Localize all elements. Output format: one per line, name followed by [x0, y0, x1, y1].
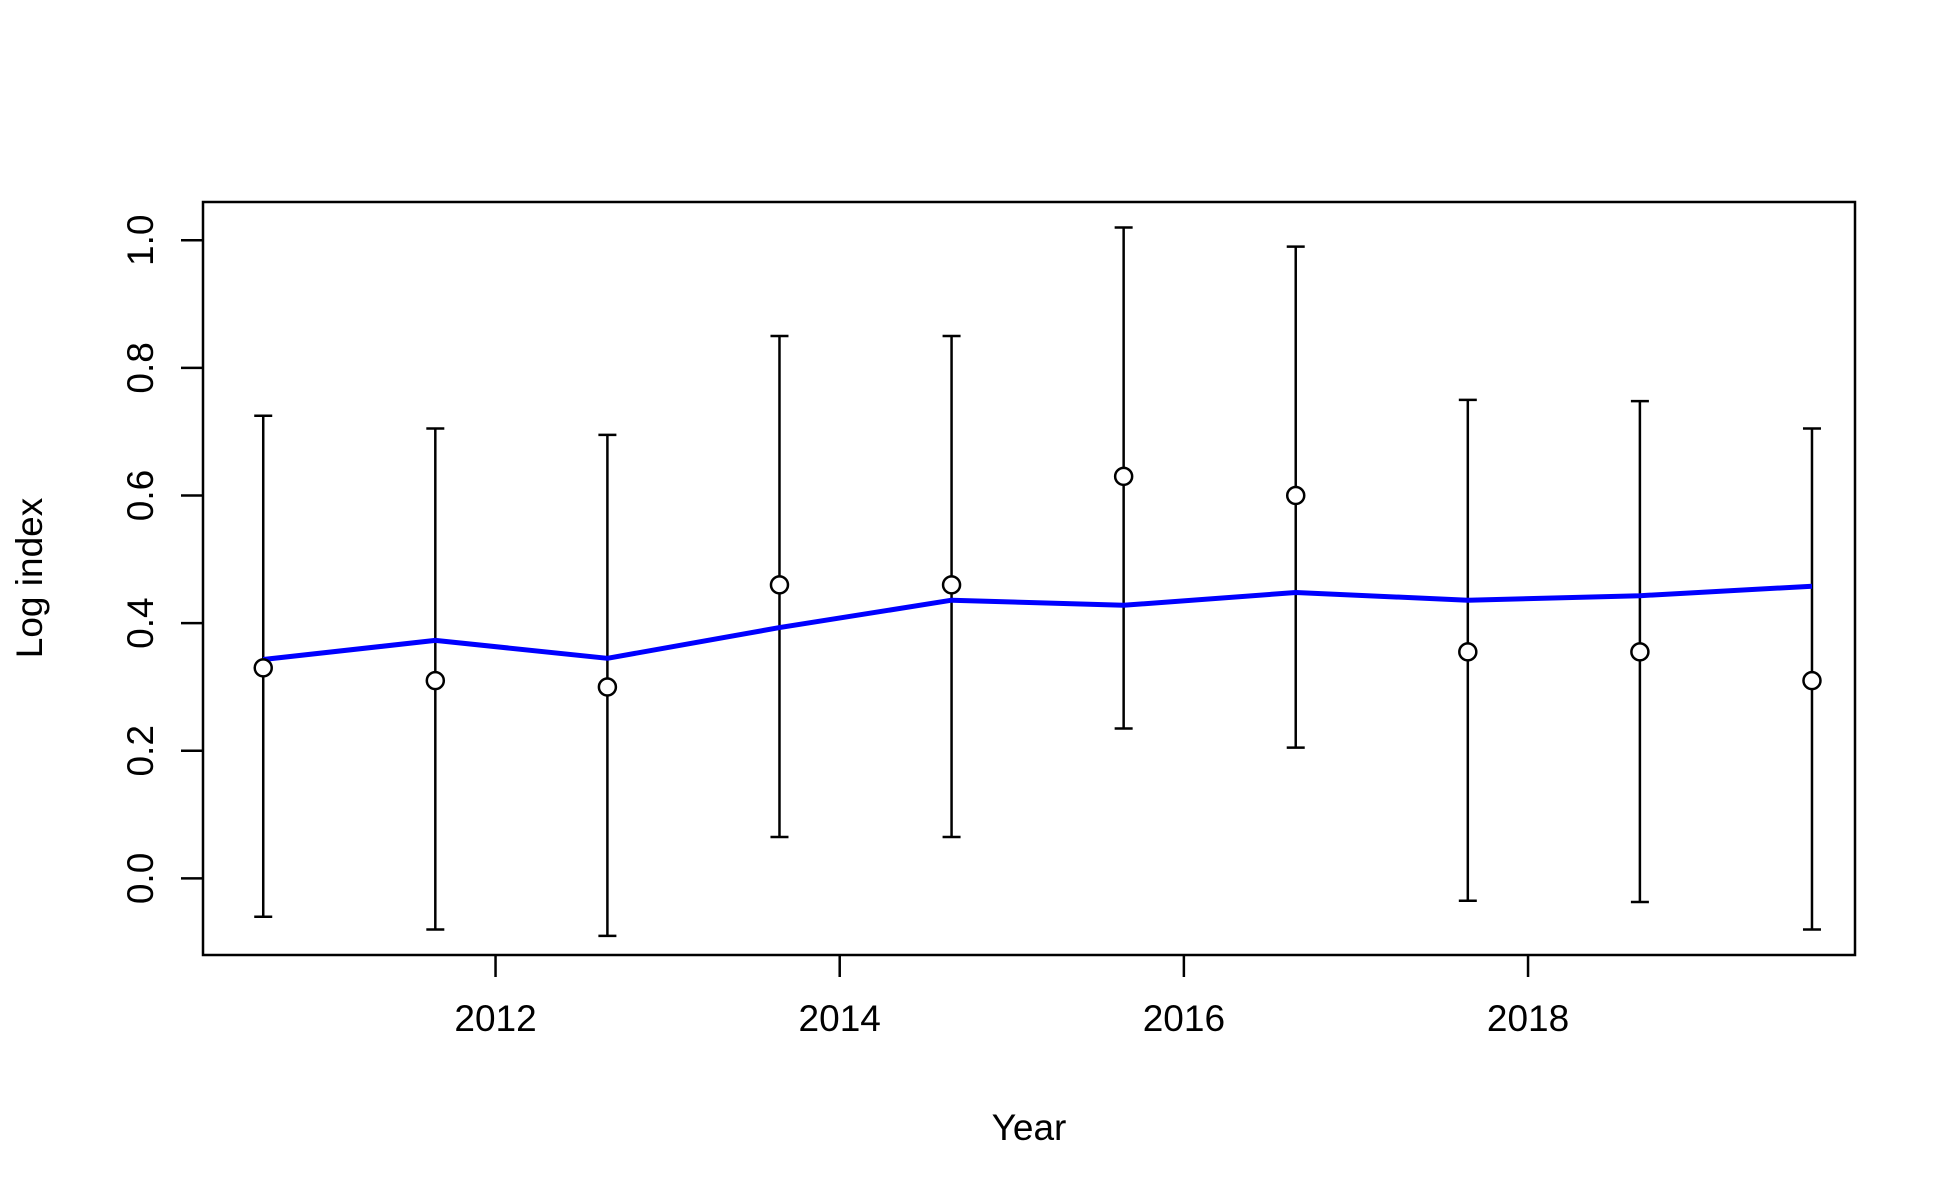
- x-tick-label: 2018: [1487, 998, 1569, 1039]
- y-tick-label: 0.2: [120, 725, 161, 776]
- x-tick-label: 2014: [799, 998, 881, 1039]
- data-point: [1113, 466, 1134, 487]
- data-point: [597, 677, 618, 697]
- y-tick-label: 0.6: [120, 470, 161, 521]
- data-point: [941, 575, 962, 595]
- x-axis: 2012 2014 2016 2018: [454, 955, 1569, 1039]
- y-tick-label: 1.0: [120, 215, 161, 266]
- data-point: [1285, 485, 1306, 506]
- data-point: [1802, 670, 1822, 691]
- plot-frame: [201, 200, 1857, 957]
- y-axis-title: Log index: [9, 497, 50, 658]
- data-point: [769, 575, 790, 595]
- y-axis: 0.0 0.2 0.4 0.6 0.8 1.0: [120, 215, 203, 904]
- x-axis-title: Year: [992, 1107, 1067, 1148]
- x-tick-label: 2016: [1143, 998, 1225, 1039]
- fit-line: [262, 583, 1813, 662]
- data-point: [1458, 642, 1478, 662]
- data-points: [253, 466, 1822, 697]
- y-tick-label: 0.0: [120, 853, 161, 904]
- data-point: [253, 658, 273, 678]
- data-point: [425, 670, 446, 691]
- error-bars: [254, 226, 1821, 938]
- y-tick-label: 0.4: [120, 597, 161, 648]
- fitted-line: [262, 583, 1813, 662]
- x-tick-label: 2012: [454, 998, 536, 1039]
- data-point: [1630, 642, 1650, 662]
- y-tick-label: 0.8: [120, 342, 161, 393]
